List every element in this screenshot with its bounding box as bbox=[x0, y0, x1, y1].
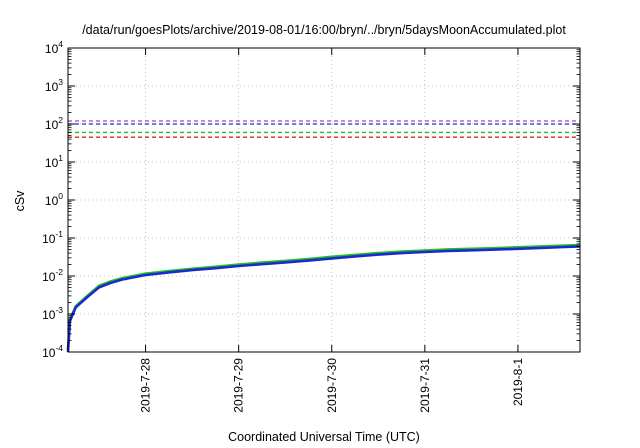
y-tick-labels: 10-4 10-3 10-2 10-1 100 101 102 103 104 bbox=[42, 39, 63, 360]
x-tick-label: 2019-7-30 bbox=[325, 358, 339, 413]
y-tick-label: 10-2 bbox=[42, 267, 63, 284]
axis-ticks bbox=[68, 47, 580, 353]
series-line bbox=[66, 243, 581, 350]
series-line bbox=[66, 245, 581, 353]
y-axis-label: cSv bbox=[13, 190, 27, 212]
y-tick-label: 104 bbox=[45, 39, 63, 56]
y-tick-label: 101 bbox=[45, 153, 63, 170]
y-tick-label: 100 bbox=[45, 191, 63, 208]
y-tick-label: 102 bbox=[45, 115, 63, 132]
x-tick-label: 2019-7-31 bbox=[418, 358, 432, 413]
x-axis-label: Coordinated Universal Time (UTC) bbox=[228, 430, 420, 444]
x-tick-label: 2019-7-29 bbox=[232, 358, 246, 413]
series-lines bbox=[66, 243, 581, 353]
chart-title: /data/run/goesPlots/archive/2019-08-01/1… bbox=[82, 23, 566, 37]
gridlines bbox=[68, 48, 580, 352]
x-tick-label: 2019-8-1 bbox=[511, 358, 525, 406]
y-tick-label: 10-1 bbox=[42, 229, 63, 246]
y-tick-label: 103 bbox=[45, 77, 63, 94]
threshold-lines bbox=[68, 120, 580, 138]
x-tick-label: 2019-7-28 bbox=[139, 358, 153, 413]
x-tick-labels: 2019-7-28 2019-7-29 2019-7-30 2019-7-31 2019… bbox=[139, 358, 525, 413]
y-tick-label: 10-3 bbox=[42, 305, 63, 322]
y-tick-label: 10-4 bbox=[42, 343, 63, 360]
